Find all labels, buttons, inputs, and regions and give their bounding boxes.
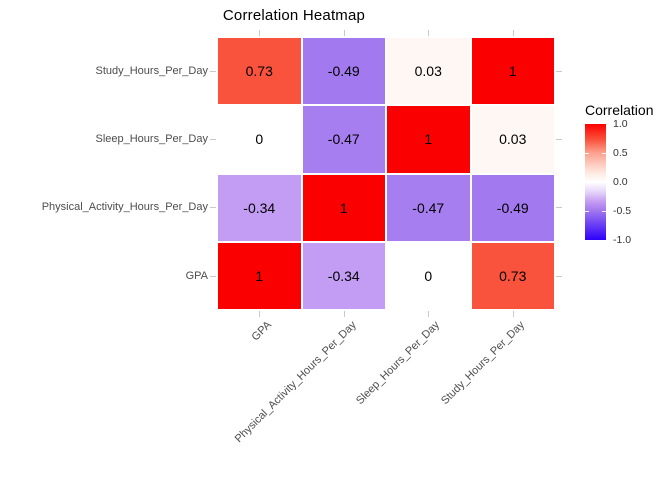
- heatmap-cell: 0.03: [386, 37, 471, 106]
- heatmap-cell: 0.73: [217, 37, 302, 106]
- y-axis-tick-left: [210, 139, 216, 140]
- heatmap-grid: 0.73 -0.49 0.03 1 0 -0.47 1 0.03 -0.34 1 -0.47 -0.4…: [217, 37, 555, 310]
- y-axis-tick-left: [210, 276, 216, 277]
- legend-colorbar-tick: [585, 153, 589, 154]
- x-axis-label: GPA: [249, 319, 274, 344]
- y-axis-tick-right: [556, 276, 562, 277]
- x-axis-tick-bottom: [428, 311, 429, 317]
- y-axis-tick-left: [210, 207, 216, 208]
- y-axis-label: Sleep_Hours_Per_Day: [95, 133, 208, 145]
- x-axis-tick-top: [344, 30, 345, 36]
- y-axis-label: Physical_Activity_Hours_Per_Day: [41, 201, 208, 213]
- heatmap-cell: 0.03: [470, 105, 555, 174]
- legend-tick-label: 1.0: [613, 118, 628, 130]
- y-axis-tick-right: [556, 139, 562, 140]
- heatmap-cell: -0.49: [470, 173, 555, 242]
- legend-colorbar-tick: [602, 182, 606, 183]
- x-axis-tick-top: [259, 30, 260, 36]
- heatmap-cell: 1: [217, 241, 302, 310]
- legend-tick-label: 0.0: [613, 176, 628, 188]
- heatmap-cell: -0.34: [217, 173, 302, 242]
- legend-title: Correlation: [585, 102, 654, 118]
- y-axis-tick-left: [210, 71, 216, 72]
- heatmap-cell: -0.47: [386, 173, 471, 242]
- heatmap-cell: -0.47: [301, 105, 386, 174]
- x-axis-tick-top: [428, 30, 429, 36]
- heatmap-cell: 0: [386, 241, 471, 310]
- x-axis-label: Sleep_Hours_Per_Day: [354, 319, 443, 408]
- heatmap-cell: 0.73: [470, 241, 555, 310]
- legend-colorbar-tick: [585, 182, 589, 183]
- heatmap-cell: -0.49: [301, 37, 386, 106]
- x-axis-tick-bottom: [344, 311, 345, 317]
- heatmap-cell: -0.34: [301, 241, 386, 310]
- y-axis-label: Study_Hours_Per_Day: [95, 65, 208, 77]
- y-axis-tick-right: [556, 71, 562, 72]
- legend-colorbar: [585, 124, 606, 240]
- chart-title: Correlation Heatmap: [222, 7, 366, 24]
- legend-tick-label: 0.5: [613, 147, 628, 159]
- legend-tick-label: -0.5: [613, 205, 632, 217]
- heatmap-cell: 1: [301, 173, 386, 242]
- legend-colorbar-tick: [602, 211, 606, 212]
- x-axis-label: Physical_Activity_Hours_Per_Day: [232, 319, 359, 446]
- x-axis-label: Study_Hours_Per_Day: [439, 319, 528, 408]
- heatmap-cell: 0: [217, 105, 302, 174]
- heatmap-cell: 1: [470, 37, 555, 106]
- x-axis-tick-bottom: [513, 311, 514, 317]
- x-axis-tick-bottom: [259, 311, 260, 317]
- y-axis-label: GPA: [185, 270, 208, 282]
- y-axis-tick-right: [556, 207, 562, 208]
- heatmap-cell: 1: [386, 105, 471, 174]
- legend-colorbar-tick: [602, 153, 606, 154]
- x-axis-tick-top: [513, 30, 514, 36]
- legend-tick-label: -1.0: [613, 234, 632, 246]
- legend-colorbar-tick: [585, 211, 589, 212]
